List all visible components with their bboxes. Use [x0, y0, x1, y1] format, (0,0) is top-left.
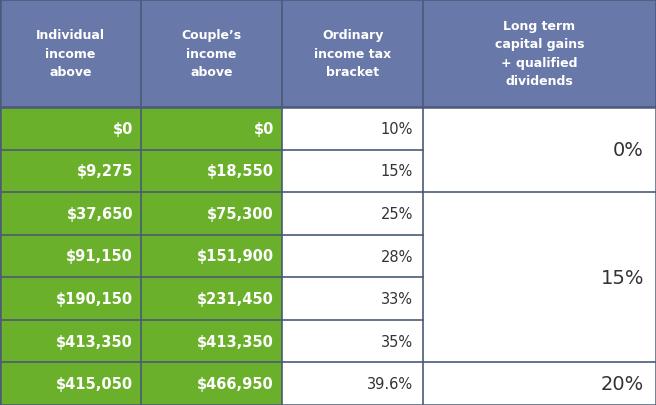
Text: $0: $0 [113, 122, 133, 136]
Bar [0, 193, 141, 235]
Bar [282, 150, 423, 193]
Text: 15%: 15% [600, 268, 644, 287]
Bar [282, 277, 423, 320]
Bar [423, 193, 656, 362]
Text: $0: $0 [254, 122, 274, 136]
Text: $466,950: $466,950 [197, 376, 274, 391]
Bar [141, 277, 282, 320]
Bar [423, 362, 656, 405]
Text: Couple’s
income
above: Couple’s income above [182, 29, 241, 79]
Bar [0, 150, 141, 193]
Text: 10%: 10% [380, 122, 413, 136]
Text: 28%: 28% [380, 249, 413, 264]
Text: $413,350: $413,350 [56, 334, 133, 349]
Bar [282, 362, 423, 405]
Text: $75,300: $75,300 [207, 207, 274, 222]
Text: $18,550: $18,550 [207, 164, 274, 179]
Text: Long term
capital gains
+ qualified
dividends: Long term capital gains + qualified divi… [495, 20, 584, 88]
Bar [0, 235, 141, 277]
Text: 20%: 20% [601, 374, 644, 393]
Text: $231,450: $231,450 [197, 291, 274, 306]
Text: Ordinary
income tax
bracket: Ordinary income tax bracket [314, 29, 391, 79]
Bar [282, 320, 423, 362]
Bar [141, 193, 282, 235]
Text: 33%: 33% [381, 291, 413, 306]
Bar [141, 320, 282, 362]
Bar [0, 320, 141, 362]
Bar [0, 362, 141, 405]
Text: $190,150: $190,150 [56, 291, 133, 306]
Bar [0, 108, 141, 150]
Bar [0, 0, 656, 108]
Text: $415,050: $415,050 [56, 376, 133, 391]
Bar [282, 108, 423, 150]
Text: 39.6%: 39.6% [367, 376, 413, 391]
Text: 0%: 0% [613, 141, 644, 160]
Bar [141, 108, 282, 150]
Bar [282, 235, 423, 277]
Text: 25%: 25% [380, 207, 413, 222]
Text: $151,900: $151,900 [197, 249, 274, 264]
Text: $413,350: $413,350 [197, 334, 274, 349]
Text: 15%: 15% [381, 164, 413, 179]
Bar [423, 108, 656, 193]
Text: $37,650: $37,650 [66, 207, 133, 222]
Bar [141, 235, 282, 277]
Text: Individual
income
above: Individual income above [36, 29, 105, 79]
Bar [141, 150, 282, 193]
Text: 35%: 35% [381, 334, 413, 349]
Text: $91,150: $91,150 [66, 249, 133, 264]
Bar [0, 277, 141, 320]
Bar [141, 362, 282, 405]
Bar [282, 193, 423, 235]
Text: $9,275: $9,275 [77, 164, 133, 179]
